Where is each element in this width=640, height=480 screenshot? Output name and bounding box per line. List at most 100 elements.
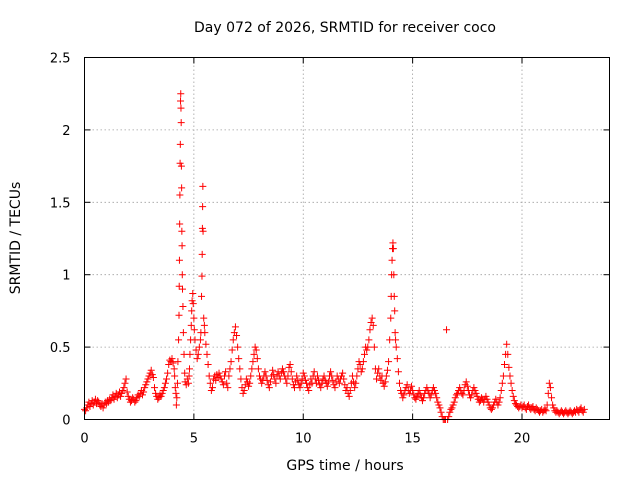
data-point [177, 97, 185, 105]
data-point [225, 372, 233, 380]
data-point [178, 227, 186, 235]
data-point [356, 360, 364, 368]
data-point [390, 271, 398, 279]
data-point [160, 384, 168, 392]
data-point [364, 343, 372, 351]
data-point [229, 336, 237, 344]
x-tick-label: 5 [190, 432, 198, 447]
data-point [340, 375, 348, 383]
data-point [310, 368, 318, 376]
data-point [198, 292, 206, 300]
data-point [394, 368, 402, 376]
x-tick-label: 0 [80, 432, 88, 447]
data-point [227, 358, 235, 366]
data-point [164, 369, 172, 377]
data-point [363, 346, 371, 354]
data-point [140, 388, 148, 396]
data-point [178, 242, 186, 250]
data-point [423, 384, 431, 392]
data-point [175, 256, 183, 264]
data-point [446, 408, 454, 416]
data-point [386, 336, 394, 344]
data-point [382, 372, 390, 380]
data-point [390, 292, 398, 300]
data-point [375, 365, 383, 373]
data-point [542, 407, 550, 415]
axis-ticks: 0 5 10 15 20 0 0.5 1 1.5 2 2.5 [50, 52, 610, 447]
data-point [432, 389, 440, 397]
data-point [122, 375, 130, 383]
data-point [443, 326, 451, 334]
data-point [172, 389, 180, 397]
data-point [413, 392, 421, 400]
data-point [142, 381, 150, 389]
data-point [473, 392, 481, 400]
data-point [201, 329, 209, 337]
data-point [121, 379, 129, 387]
data-point [448, 404, 456, 412]
data-point [361, 350, 368, 358]
data-point [410, 391, 418, 399]
data-point [174, 358, 182, 366]
data-point [321, 376, 329, 384]
data-point [436, 404, 444, 412]
data-point [383, 366, 391, 374]
data-point [189, 300, 197, 308]
x-tick-label: 10 [295, 432, 312, 447]
data-point [185, 372, 193, 380]
data-point [200, 314, 208, 322]
data-point [175, 336, 183, 344]
data-point [272, 379, 280, 387]
data-point [117, 392, 125, 400]
data-point [452, 391, 460, 399]
data-point [495, 398, 503, 406]
data-point [86, 402, 94, 410]
data-point [353, 372, 361, 380]
data-point [254, 365, 262, 373]
data-point [163, 375, 171, 383]
data-point [110, 395, 118, 403]
data-point [124, 392, 132, 400]
data-point [416, 391, 424, 399]
data-point [293, 372, 301, 380]
data-point [217, 375, 225, 383]
data-point [388, 256, 396, 264]
data-point [123, 388, 131, 396]
data-point [580, 405, 588, 413]
data-point [418, 397, 426, 405]
data-point [507, 379, 515, 387]
data-point [409, 387, 417, 395]
data-point [339, 369, 347, 377]
data-point [176, 220, 184, 228]
data-point [248, 365, 256, 373]
data-point [463, 382, 471, 390]
data-point [179, 329, 187, 337]
data-point [487, 405, 495, 413]
data-point [189, 290, 197, 298]
data-point [113, 394, 121, 402]
data-point [392, 336, 400, 344]
y-axis-label: SRMTID / TECUs [8, 182, 24, 295]
data-point [119, 387, 127, 395]
data-point [426, 394, 434, 402]
data-point [498, 379, 506, 387]
data-point [192, 346, 200, 354]
data-point [286, 360, 294, 368]
data-point [235, 355, 243, 363]
data-point [447, 405, 455, 413]
data-point [284, 372, 292, 380]
data-point [370, 343, 378, 351]
data-point [403, 381, 411, 389]
data-point [177, 119, 185, 127]
data-point [391, 329, 399, 337]
data-point [501, 360, 508, 368]
data-point [178, 271, 186, 279]
data-point [299, 369, 307, 377]
data-point [249, 358, 257, 366]
data-point [251, 343, 259, 351]
data-point [499, 372, 507, 380]
data-point [266, 378, 274, 386]
data-point [317, 384, 325, 392]
data-point [168, 355, 176, 363]
